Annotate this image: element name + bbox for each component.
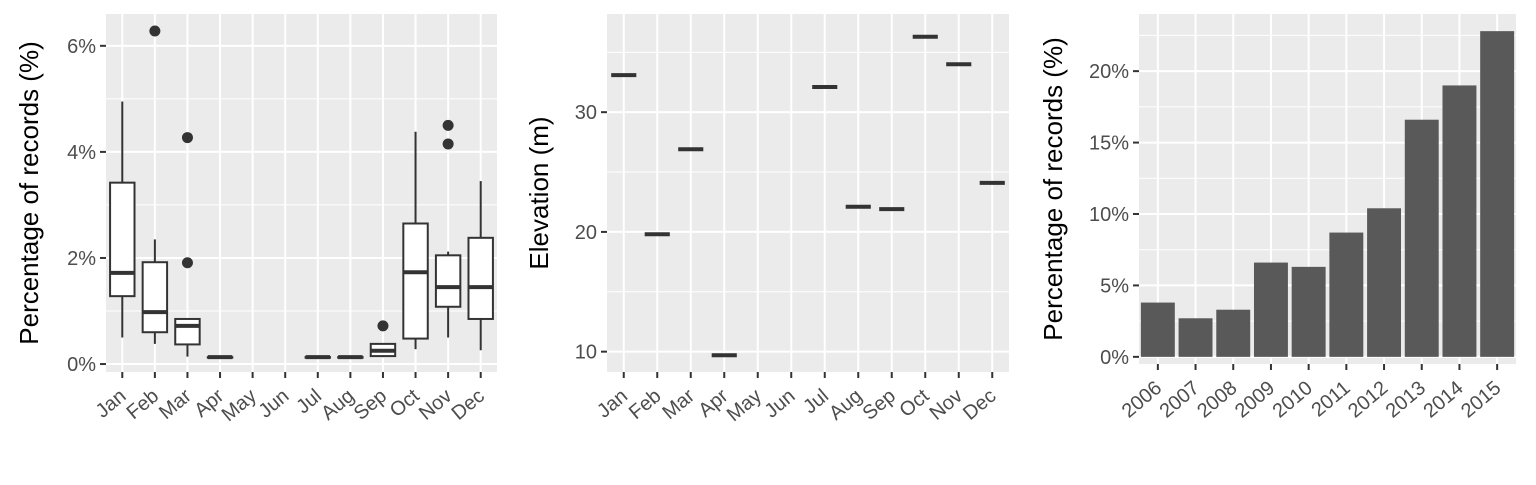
y-axis-title: Percentage of records (%) xyxy=(14,41,44,344)
box-iqr xyxy=(109,181,136,298)
x-tick-label: Jun xyxy=(761,385,800,423)
outlier-point xyxy=(377,320,389,332)
bar-2008 xyxy=(1216,309,1251,357)
outlier-point xyxy=(442,138,454,150)
box-aug xyxy=(337,355,364,360)
box-dec xyxy=(467,181,494,351)
x-tick-label: 2014 xyxy=(1419,377,1467,422)
box-iqr xyxy=(141,261,169,334)
y-tick-label: 30 xyxy=(575,102,597,124)
x-tick-label: Apr xyxy=(694,385,732,422)
box-nov xyxy=(434,119,462,338)
x-tick-label: 2012 xyxy=(1344,377,1392,422)
box-mar xyxy=(174,132,201,357)
bar-2010 xyxy=(1291,266,1326,357)
y-tick-label: 10 xyxy=(575,342,597,364)
bar-2014 xyxy=(1442,85,1477,357)
y-tick-label: 0% xyxy=(67,354,96,376)
bar-2011 xyxy=(1329,232,1364,357)
plot-background xyxy=(607,14,1009,372)
x-tick-label: Jul xyxy=(799,385,833,418)
y-tick-label: 10% xyxy=(1089,204,1129,226)
box-feb xyxy=(141,25,169,344)
x-tick-label: 2009 xyxy=(1231,377,1279,422)
y-axis-title: Elevation (m) xyxy=(524,116,554,269)
bar-2009 xyxy=(1253,262,1288,357)
outlier-point xyxy=(181,132,193,144)
box-iqr xyxy=(402,222,429,340)
outlier-point xyxy=(149,25,161,37)
box-apr xyxy=(206,355,234,360)
x-tick-label: Jan xyxy=(92,385,131,423)
x-tick-label: Dec xyxy=(448,385,489,425)
y-tick-label: 15% xyxy=(1089,133,1129,155)
x-tick-label: Aug xyxy=(825,385,866,425)
y-tick-label: 2% xyxy=(67,248,96,270)
bar-2013 xyxy=(1404,119,1439,357)
bar-2007 xyxy=(1178,318,1213,357)
x-tick-label: Feb xyxy=(625,385,666,424)
chart-panel-3: 0%5%10%15%20%200620072008200920102011201… xyxy=(1038,14,1516,422)
box-jul xyxy=(304,355,332,360)
outlier-point xyxy=(442,119,454,131)
box-oct xyxy=(402,131,429,350)
box-iqr xyxy=(174,317,201,346)
y-tick-label: 5% xyxy=(1100,275,1129,297)
x-tick-label: 2008 xyxy=(1193,377,1241,422)
x-tick-label: 2013 xyxy=(1382,377,1430,422)
y-tick-label: 20 xyxy=(575,222,597,244)
bar-2006 xyxy=(1140,302,1175,357)
x-tick-label: 2010 xyxy=(1269,377,1317,422)
x-tick-label: 2007 xyxy=(1156,377,1204,422)
y-tick-label: 6% xyxy=(67,36,96,58)
x-tick-label: Sep xyxy=(859,385,900,425)
x-tick-label: Jan xyxy=(593,385,632,423)
y-tick-label: 20% xyxy=(1089,61,1129,83)
box-jan xyxy=(109,101,136,338)
chart-panel-1: 0%2%4%6%JanFebMarAprMayJunJulAugSepOctNo… xyxy=(14,14,497,426)
outlier-point xyxy=(181,257,193,269)
x-tick-label: Oct xyxy=(386,385,424,422)
bar-2012 xyxy=(1367,208,1402,357)
bar-2015 xyxy=(1480,31,1515,357)
y-axis-title: Percentage of records (%) xyxy=(1038,37,1068,340)
box-iqr xyxy=(434,254,462,308)
plot-background xyxy=(106,14,497,372)
x-tick-label: Oct xyxy=(895,385,933,422)
x-tick-label: 2011 xyxy=(1307,377,1354,422)
x-tick-label: Jun xyxy=(255,385,294,423)
x-tick-label: Mar xyxy=(658,385,699,424)
box-iqr xyxy=(467,236,494,320)
y-tick-label: 0% xyxy=(1100,347,1129,369)
box-sep xyxy=(369,320,397,358)
x-tick-label: Nov xyxy=(926,385,967,425)
x-tick-label: Dec xyxy=(959,385,1000,425)
x-tick-label: 2015 xyxy=(1457,377,1505,422)
x-tick-label: 2006 xyxy=(1118,377,1166,422)
y-tick-label: 4% xyxy=(67,142,96,164)
